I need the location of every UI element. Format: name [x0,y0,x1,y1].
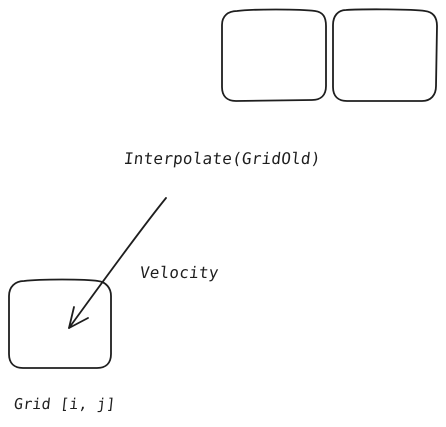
interpolate-label: Interpolate(GridOld) [123,149,322,168]
velocity-arrow-head-icon [68,306,89,329]
velocity-label: Velocity [139,263,220,282]
old-grid-cell-right[interactable] [332,8,438,102]
grid-cell[interactable] [8,278,112,369]
velocity-arrow-shaft [68,197,167,329]
grid-cell-label: Grid [i, j] [13,395,117,413]
old-grid-cell-left[interactable] [221,8,327,102]
